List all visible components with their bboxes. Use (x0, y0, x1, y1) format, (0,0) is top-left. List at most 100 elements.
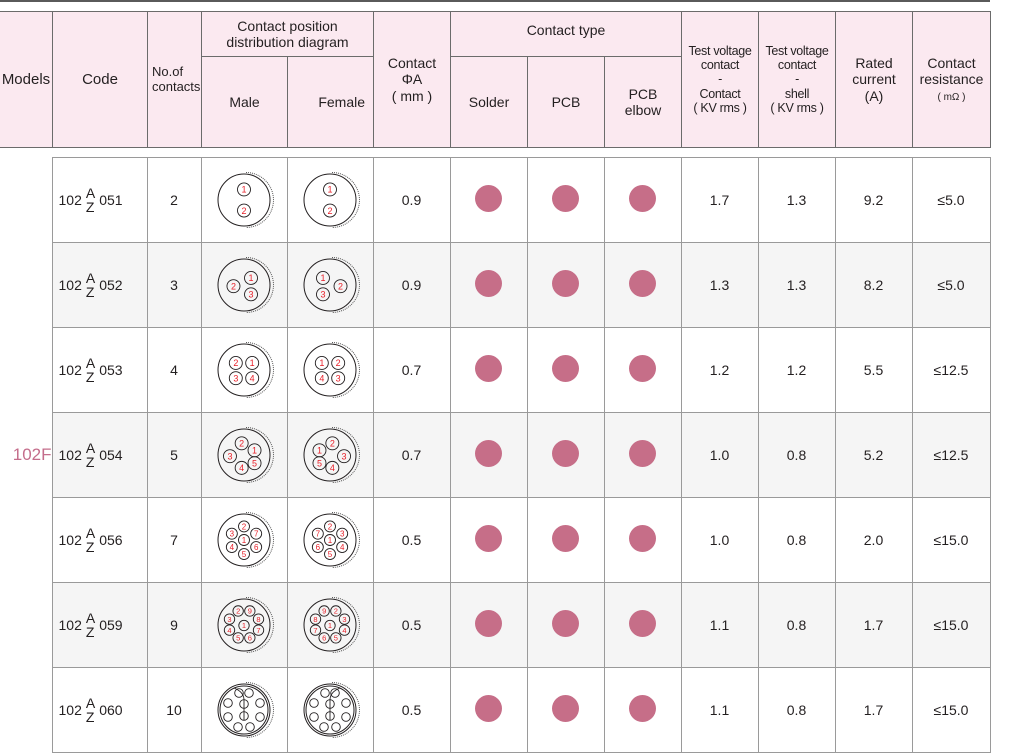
svg-text:2: 2 (242, 522, 247, 531)
rated-current: 1.7 (834, 667, 913, 753)
connector-pin-6: 6 (318, 632, 330, 644)
connector-pin-1: 1 (324, 534, 336, 546)
connector-pin-1: 1 (237, 182, 251, 197)
connector-pin-4: 4 (234, 460, 249, 475)
svg-text:1: 1 (320, 273, 325, 283)
available-dot-icon (475, 610, 502, 637)
connector-pin-6: 6 (311, 541, 324, 553)
contact-diameter: 0.7 (372, 327, 451, 413)
available-dot-icon (629, 525, 656, 552)
svg-text:2: 2 (328, 522, 333, 531)
available-dot-icon (629, 185, 656, 212)
top-rule (0, 0, 990, 2)
connector-pin-hole (309, 698, 319, 708)
rated-current: 1.7 (834, 582, 913, 668)
code-prefix: 102 (58, 192, 82, 208)
connector-pin-2: 2 (237, 203, 251, 218)
connector-pin-3: 3 (225, 527, 238, 540)
connector-shell (217, 513, 271, 567)
connector-pin-3: 3 (338, 613, 351, 625)
male-diagram: 2 1 3 4 (200, 327, 288, 413)
connector-pin-3: 3 (228, 371, 243, 386)
available-dot-icon (475, 185, 502, 212)
connector-pin-hole (331, 722, 341, 732)
header-contact-resistance: Contact resistance( mΩ ) (912, 11, 991, 148)
available-dot-icon (552, 695, 579, 722)
female-connector-diagram-icon: 12 (303, 172, 360, 228)
male-connector-diagram-icon: 2 1 3 4 (217, 342, 274, 398)
code-variant-a: A (85, 355, 96, 371)
connector-pin-3: 3 (316, 287, 330, 302)
svg-text:7: 7 (254, 530, 259, 539)
connector-key-rim (245, 342, 274, 398)
code-variant: A Z (86, 441, 95, 469)
header-test-voltage-shell: Test voltage contact - shell( KV rms ) (758, 11, 836, 148)
svg-text:4: 4 (239, 463, 244, 473)
test-voltage-shell: 1.3 (757, 242, 836, 328)
connector-shell (303, 343, 357, 397)
connector-pin-2: 2 (238, 520, 250, 533)
svg-text:1: 1 (250, 358, 255, 368)
header-contact-type: Contact type (450, 11, 682, 57)
svg-text:1: 1 (328, 621, 332, 630)
svg-text:3: 3 (342, 451, 347, 461)
contact-resistance: ≤12.5 (911, 327, 991, 413)
female-connector-diagram-icon: 1 2 3 (303, 257, 360, 313)
pcb-availability (526, 582, 605, 668)
svg-text:3: 3 (230, 530, 235, 539)
header-pcb-elbow: PCB elbow (604, 56, 682, 148)
code-variant-z: Z (85, 624, 95, 640)
connector-shell (217, 683, 271, 737)
pcb-availability (526, 327, 605, 413)
pcb-elbow-availability (603, 412, 682, 498)
code-cell: 102 A Z 056 (51, 497, 148, 583)
header-no-of-contacts: No.of contacts (147, 11, 202, 148)
code-prefix: 102 (58, 277, 82, 293)
contacts-count: 2 (146, 157, 202, 243)
svg-text:4: 4 (342, 626, 346, 635)
svg-text:2: 2 (338, 281, 343, 291)
contact-resistance: ≤15.0 (911, 497, 991, 583)
spec-table-header: Models Code No.of contacts Contact positi… (0, 11, 991, 148)
test-voltage-shell: 0.8 (757, 667, 836, 753)
product-code: 102 A Z 051 (59, 186, 123, 214)
connector-key-rim (245, 512, 274, 568)
pcb-elbow-availability (603, 497, 682, 583)
svg-text:2: 2 (236, 607, 240, 616)
connector-pin-2: 2 (333, 279, 348, 294)
table-row: 102 A Z 053 4 2 1 3 4 2 1 3 4 0.7 1.2 1.2 5.5 ≤12.5 (0, 327, 991, 413)
connector-shell (303, 428, 357, 482)
header-contact-diameter: Contact ΦA( mm ) (373, 11, 451, 148)
test-voltage-shell: 1.2 (757, 327, 836, 413)
code-prefix: 102 (58, 447, 82, 463)
connector-pin-4: 4 (314, 371, 329, 386)
contact-diameter: 0.9 (372, 157, 451, 243)
code-variant-a: A (85, 695, 96, 711)
connector-pin-1: 1 (238, 619, 250, 632)
svg-text:2: 2 (241, 206, 246, 216)
male-diagram (200, 667, 288, 753)
test-voltage-contact: 1.7 (680, 157, 759, 243)
pcb-availability (526, 412, 605, 498)
connector-pin-4: 4 (325, 460, 340, 475)
solder-availability (449, 582, 528, 668)
svg-text:5: 5 (252, 458, 257, 468)
connector-pin-4: 4 (245, 371, 260, 386)
male-diagram: 1 2 3 (200, 242, 288, 328)
code-variant: A Z (86, 271, 95, 299)
available-dot-icon (475, 440, 502, 467)
svg-text:1: 1 (319, 358, 324, 368)
code-variant: A Z (86, 186, 95, 214)
connector-pin-2: 2 (324, 520, 336, 533)
code-suffix: 051 (99, 192, 123, 208)
connector-pin-4: 4 (223, 624, 236, 636)
test-voltage-contact: 1.3 (680, 242, 759, 328)
svg-text:6: 6 (254, 543, 259, 552)
male-connector-diagram-icon (217, 682, 274, 738)
contacts-count: 9 (146, 582, 202, 668)
code-variant-a: A (85, 610, 96, 626)
connector-key-rim (331, 512, 360, 568)
product-code: 102 A Z 060 (59, 696, 123, 724)
rated-current: 5.5 (834, 327, 913, 413)
